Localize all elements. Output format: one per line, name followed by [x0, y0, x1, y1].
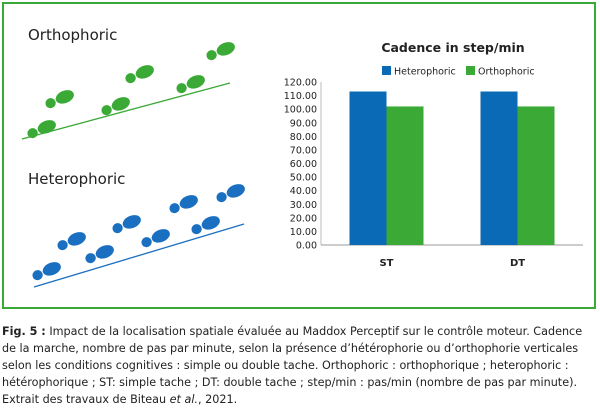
caption-label: Fig. 5 : — [2, 325, 46, 338]
hetero-footprint — [85, 245, 114, 264]
bars — [349, 91, 555, 245]
hetero-footprint — [141, 229, 170, 248]
y-tick-label: 10.00 — [290, 227, 317, 238]
ortho-footprint — [101, 97, 130, 116]
figure-caption: Fig. 5 : Impact de la localisation spati… — [2, 323, 598, 408]
y-tick-label: 100.00 — [284, 105, 317, 116]
y-tick-label: 80.00 — [290, 132, 317, 143]
cadence-chart: Cadence in step/min Heterophoric Orthoph… — [284, 40, 583, 269]
y-tick-label: 110.00 — [284, 91, 317, 102]
chart-title: Cadence in step/min — [381, 40, 524, 55]
y-tick-label: 90.00 — [290, 118, 317, 129]
y-tick-label: 0.00 — [296, 241, 317, 252]
hetero-footprint — [216, 184, 245, 203]
x-tick-label: ST — [379, 258, 393, 269]
footsteps-illustration: Cadence in step/min Heterophoric Orthoph… — [21, 40, 583, 288]
hetero-footprint — [57, 232, 86, 251]
hetero-footprint — [112, 215, 141, 234]
y-tick-label: 60.00 — [290, 159, 317, 170]
x-tick-label: DT — [510, 258, 525, 269]
y-tick-label: 120.00 — [284, 78, 317, 89]
ortho-floor-line — [21, 82, 231, 140]
legend-label-heterophoric: Heterophoric — [394, 67, 456, 78]
hetero-footprint — [32, 262, 61, 281]
ortho-footsteps — [27, 42, 235, 139]
hetero-footprint — [191, 216, 220, 235]
ortho-footprint — [27, 120, 56, 139]
caption-text: Impact de la localisation spatiale évalu… — [2, 325, 583, 406]
y-tick-label: 50.00 — [290, 173, 317, 184]
hetero-floor-line — [33, 223, 245, 288]
legend-label-orthophoric: Orthophoric — [478, 67, 535, 78]
legend-swatch-heterophoric — [382, 66, 391, 75]
bar-orthophoric-st — [386, 106, 424, 245]
bar-heterophoric-st — [349, 91, 387, 245]
legend-swatch-orthophoric — [466, 66, 475, 75]
ortho-footprint — [206, 42, 235, 61]
figure-panel: Cadence in step/min Heterophoric Orthoph… — [2, 2, 596, 309]
ortho-footprint — [125, 65, 154, 84]
y-tick-label: 70.00 — [290, 145, 317, 156]
ortho-footprint — [45, 90, 74, 109]
y-tick-label: 30.00 — [290, 200, 317, 211]
heterophoric-label: Heterophoric — [28, 170, 126, 188]
bar-heterophoric-dt — [480, 91, 518, 245]
y-axis-ticks: 0.00 10.00 20.00 30.00 40.00 50.00 60.00 70.00 8… — [284, 78, 317, 252]
x-axis-ticks: ST DT — [379, 258, 525, 269]
caption-tail: , 2021. — [198, 393, 238, 406]
hetero-footsteps — [32, 184, 245, 281]
bar-orthophoric-dt — [517, 106, 555, 245]
y-tick-label: 40.00 — [290, 186, 317, 197]
chart-legend: Heterophoric Orthophoric — [382, 66, 535, 78]
caption-etal: et al. — [169, 393, 198, 406]
ortho-footprint — [176, 75, 205, 94]
y-tick-label: 20.00 — [290, 213, 317, 224]
hetero-footprint — [169, 195, 198, 214]
orthophoric-label: Orthophoric — [28, 26, 118, 44]
